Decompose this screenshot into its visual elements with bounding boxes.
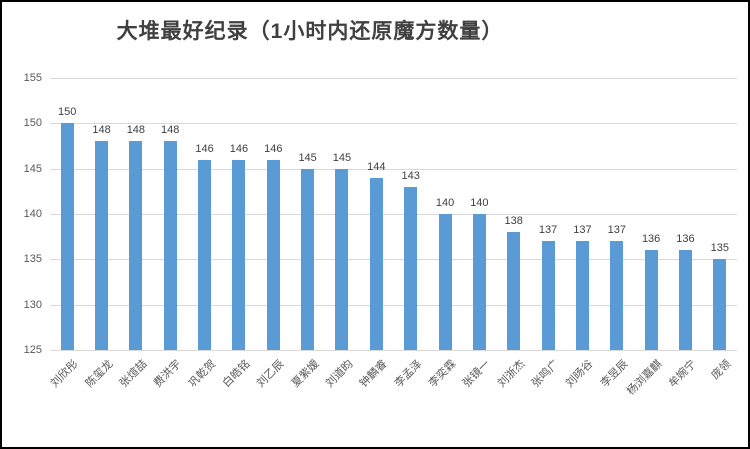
- x-tick-label: 张鸣广: [529, 358, 562, 390]
- bar-刘浙杰: [507, 232, 521, 350]
- y-tick-label: 125: [23, 344, 42, 356]
- data-label: 150: [58, 106, 77, 119]
- data-label: 140: [470, 197, 489, 209]
- gridline: [50, 123, 737, 125]
- y-tick-label: 150: [23, 117, 42, 130]
- data-label: 138: [504, 215, 523, 228]
- x-tick-label: 刘欣彤: [48, 358, 81, 390]
- bar-李昱辰: [610, 241, 624, 350]
- gridline: [50, 78, 737, 79]
- bar-杨浏嘉麒: [644, 250, 658, 350]
- y-axis: 125 130 135 140 145 150 155: [2, 72, 42, 356]
- data-label: 137: [607, 224, 626, 237]
- x-tick-label: 刘浙杰: [495, 358, 528, 390]
- x-tick-label: 李昱辰: [598, 358, 631, 390]
- data-label: 135: [710, 242, 729, 255]
- bar-李孟泽: [404, 186, 418, 350]
- data-label: 136: [641, 233, 661, 246]
- y-tick-label: 140: [23, 208, 42, 220]
- bar-陈玺龙: [95, 141, 109, 350]
- bar-巩乾贺: [198, 159, 212, 350]
- bar-刘欣彤: [60, 123, 74, 350]
- x-tick-label: 李孟泽: [392, 358, 425, 390]
- x-tick-label: 夏紫嫒: [289, 358, 322, 390]
- x-tick-label: 刘道昀: [323, 358, 356, 390]
- gridline: [50, 259, 737, 261]
- bar-张煊喆: [129, 141, 143, 350]
- x-tick-label: 张煊喆: [117, 358, 150, 390]
- gridline: [50, 214, 737, 215]
- x-tick-label: 张镜一: [461, 358, 493, 390]
- data-label: 145: [298, 151, 317, 164]
- x-tick-label: 白皓铭: [220, 358, 253, 390]
- gridline: [50, 304, 737, 306]
- data-label: 148: [92, 124, 111, 137]
- x-axis: 刘欣彤 陈玺龙 张煊喆 费洪宇 巩乾贺 白皓铭 刘乙辰 夏紫嫒 刘道昀 钟麟睿 李孟泽 李奕霖 张镜一刘…: [48, 351, 737, 447]
- bar-刘乙辰: [266, 159, 280, 350]
- x-tick-label: 钟麟睿: [357, 358, 390, 390]
- gridline: [50, 168, 737, 170]
- plot-area: 150 148 148 148 146 146 146 145 145 144 143 140 140 1…: [50, 78, 737, 351]
- gridline: [50, 350, 737, 351]
- x-tick-label: 费洪宇: [151, 358, 184, 390]
- y-tick-label: 130: [23, 298, 42, 311]
- y-tick-label: 155: [23, 72, 42, 84]
- data-label: 143: [401, 169, 420, 182]
- bar-张镜一: [472, 214, 486, 350]
- bar-刘旸谷: [575, 241, 589, 350]
- bar-张鸣广: [541, 241, 555, 350]
- data-label: 136: [676, 233, 695, 246]
- bar-刘道昀: [335, 168, 349, 350]
- data-label: 144: [367, 160, 386, 173]
- data-label: 140: [435, 197, 455, 209]
- data-label: 148: [126, 124, 146, 137]
- bar-白皓铭: [232, 159, 246, 350]
- data-label: 145: [332, 151, 352, 164]
- data-label: 137: [538, 224, 558, 237]
- x-tick-label: 李奕霖: [426, 358, 459, 390]
- data-label: 148: [161, 124, 180, 137]
- x-tick-label: 巩乾贺: [186, 358, 219, 390]
- data-label: 146: [195, 142, 214, 155]
- x-tick-label: 杨浏嘉麒: [625, 358, 665, 398]
- x-tick-label: 陈玺龙: [83, 358, 116, 390]
- x-tick-label: 牟婉宁: [667, 358, 699, 390]
- bar-夏紫嫒: [301, 168, 315, 350]
- x-tick-label: 刘旸谷: [564, 358, 596, 390]
- bar-费洪宇: [163, 141, 177, 350]
- bar-李奕霖: [438, 214, 452, 350]
- data-label: 146: [264, 142, 283, 155]
- chart-title: 大堆最好纪录（1小时内还原魔方数量）: [116, 20, 504, 43]
- bar-庞领: [713, 259, 727, 350]
- bar-牟婉宁: [678, 250, 692, 350]
- x-tick-label: 庞领: [709, 358, 734, 383]
- x-tick-label: 刘乙辰: [254, 358, 287, 390]
- data-label: 137: [573, 224, 592, 237]
- y-tick-label: 145: [23, 162, 42, 175]
- bar-钟麟睿: [369, 177, 383, 350]
- y-tick-label: 135: [23, 253, 42, 266]
- data-label: 146: [229, 142, 249, 155]
